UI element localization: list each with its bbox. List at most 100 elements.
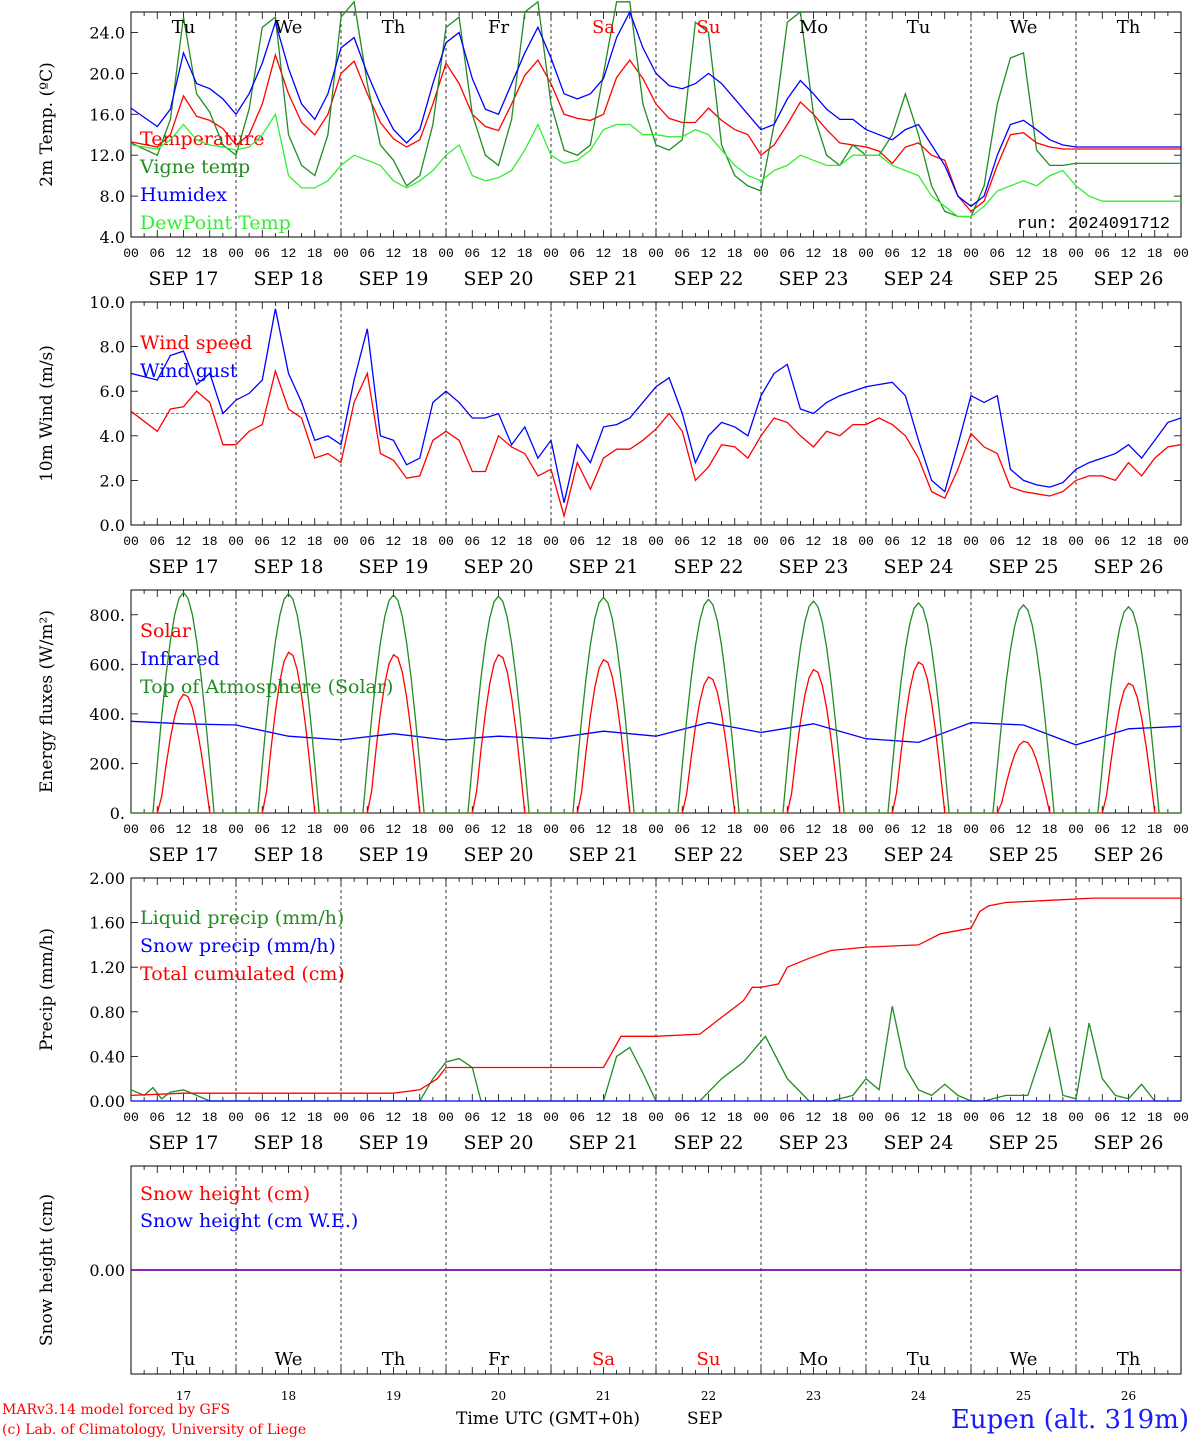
hour-label: 12 xyxy=(491,1110,507,1125)
y-tick-label: 0.00 xyxy=(89,1092,125,1111)
hour-label: 00 xyxy=(333,822,349,837)
hour-label: 18 xyxy=(307,1110,323,1125)
hour-label: 18 xyxy=(622,1110,638,1125)
hour-label: 00 xyxy=(648,1110,664,1125)
legend-entry: Wind speed xyxy=(140,332,252,354)
hour-label: 12 xyxy=(701,246,717,261)
y-tick-label: 0.00 xyxy=(89,1261,125,1280)
hour-label: 06 xyxy=(884,534,900,549)
date-label: SEP 25 xyxy=(989,1132,1059,1154)
hour-label: 00 xyxy=(858,534,874,549)
y-tick-label: 16.0 xyxy=(89,105,125,124)
hour-label: 06 xyxy=(359,1110,375,1125)
hour-label: 12 xyxy=(1121,534,1137,549)
hour-label: 18 xyxy=(307,246,323,261)
hour-label: 00 xyxy=(333,246,349,261)
hour-label: 18 xyxy=(937,822,953,837)
hour-label: 12 xyxy=(491,246,507,261)
hour-label: 06 xyxy=(464,246,480,261)
weekday-label: Tu xyxy=(907,1349,931,1370)
hour-label: 12 xyxy=(281,246,297,261)
hour-label: 18 xyxy=(1042,822,1058,837)
hour-label: 12 xyxy=(491,534,507,549)
hour-label: 12 xyxy=(911,246,927,261)
month-label: SEP xyxy=(687,1409,723,1429)
hour-label: 06 xyxy=(254,246,270,261)
date-label: SEP 23 xyxy=(779,844,849,866)
hour-label: 18 xyxy=(727,246,743,261)
panel-temp: 4.0 8.0 12.0 16.0 20.0 24.0 2m Temp. (ºC) Tempe… xyxy=(37,0,1189,290)
date-label: SEP 22 xyxy=(674,268,744,290)
date-label: SEP 18 xyxy=(254,556,324,578)
date-label: SEP 24 xyxy=(884,1132,954,1154)
date-label: SEP 21 xyxy=(569,556,639,578)
hour-label: 00 xyxy=(1068,1110,1084,1125)
hour-label: 00 xyxy=(648,534,664,549)
series-line-vigne-temp xyxy=(130,0,1181,218)
date-label: SEP 26 xyxy=(1094,844,1164,866)
hour-label: 18 xyxy=(517,1110,533,1125)
date-label: SEP 24 xyxy=(884,268,954,290)
x-axis-title: Time UTC (GMT+0h) xyxy=(456,1409,640,1429)
hour-label: 06 xyxy=(779,1110,795,1125)
hour-label: 00 xyxy=(438,1110,454,1125)
hour-label: 06 xyxy=(884,822,900,837)
date-label: SEP 25 xyxy=(989,556,1059,578)
y-tick-label: 12.0 xyxy=(89,146,125,165)
weekday-label: We xyxy=(275,17,303,38)
hour-label: 12 xyxy=(281,534,297,549)
y-tick-label: 400. xyxy=(89,705,125,724)
hour-label: 00 xyxy=(438,246,454,261)
hour-label: 06 xyxy=(254,822,270,837)
weekday-label: Fr xyxy=(488,17,509,38)
y-tick-label: 8.0 xyxy=(100,187,125,206)
hour-label: 06 xyxy=(569,246,585,261)
hour-label: 06 xyxy=(569,1110,585,1125)
weekday-label: Fr xyxy=(488,1349,509,1370)
hour-label: 12 xyxy=(701,1110,717,1125)
y-tick-label: 24.0 xyxy=(89,23,125,42)
y-tick-label: 0.40 xyxy=(89,1047,125,1066)
hour-label: 00 xyxy=(123,1110,139,1125)
date-label: SEP 24 xyxy=(884,556,954,578)
hour-label: 00 xyxy=(1173,534,1189,549)
legend-entry: Infrared xyxy=(140,648,220,670)
date-label: SEP 21 xyxy=(569,1132,639,1154)
hour-label: 00 xyxy=(1068,822,1084,837)
hour-label: 12 xyxy=(176,1110,192,1125)
hour-label: 06 xyxy=(779,534,795,549)
day-number-label: 23 xyxy=(806,1389,821,1403)
hour-label: 18 xyxy=(412,246,428,261)
date-label: SEP 20 xyxy=(464,844,534,866)
hour-label: 00 xyxy=(543,246,559,261)
date-label: SEP 20 xyxy=(464,268,534,290)
panel-wind: 0.0 2.0 4.0 6.0 8.0 10.0 10m Wind (m/s) Wind sp… xyxy=(37,293,1189,578)
hour-label: 18 xyxy=(412,1110,428,1125)
hour-label: 06 xyxy=(674,822,690,837)
hour-label: 06 xyxy=(569,534,585,549)
weekday-label: Th xyxy=(382,17,406,38)
panel-frame xyxy=(130,11,1182,238)
y-tick-label: 4.0 xyxy=(100,427,125,446)
y-tick-label: 4.0 xyxy=(100,228,125,247)
date-label: SEP 22 xyxy=(674,556,744,578)
date-label: SEP 26 xyxy=(1094,268,1164,290)
hour-label: 12 xyxy=(1016,1110,1032,1125)
hour-label: 00 xyxy=(753,1110,769,1125)
hour-label: 12 xyxy=(281,1110,297,1125)
credit-line-2: (c) Lab. of Climatology, University of L… xyxy=(2,1422,306,1438)
date-label: SEP 22 xyxy=(674,844,744,866)
hour-label: 06 xyxy=(359,246,375,261)
hour-label: 12 xyxy=(1121,246,1137,261)
hour-label: 18 xyxy=(1042,246,1058,261)
day-number-label: 21 xyxy=(596,1389,611,1403)
weekday-label: Th xyxy=(1117,17,1141,38)
hour-label: 18 xyxy=(1042,534,1058,549)
hour-label: 18 xyxy=(1147,1110,1163,1125)
day-number-label: 24 xyxy=(911,1389,927,1403)
hour-label: 12 xyxy=(386,1110,402,1125)
hour-label: 00 xyxy=(123,534,139,549)
day-number-label: 20 xyxy=(491,1389,506,1403)
hour-label: 12 xyxy=(806,534,822,549)
